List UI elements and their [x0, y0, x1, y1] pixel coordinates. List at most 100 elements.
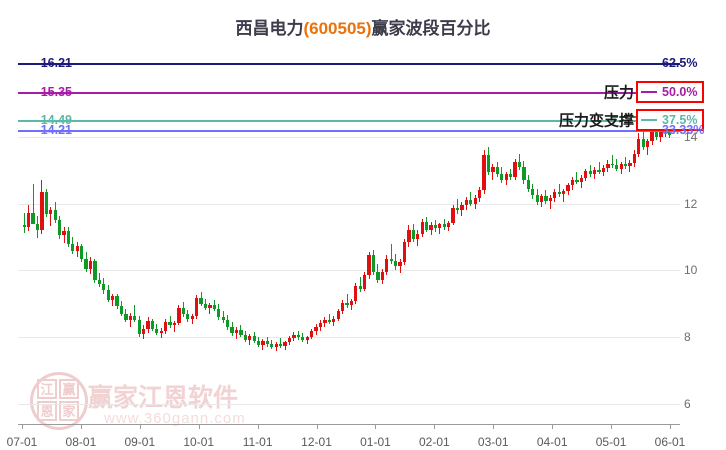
- x-axis-tick: [434, 424, 436, 429]
- chart-title: 西昌电力(600505)赢家波段百分比: [0, 14, 726, 39]
- candle-body: [597, 169, 601, 172]
- candle-body: [57, 220, 62, 236]
- candle-wick: [439, 222, 441, 235]
- candle-body: [562, 190, 566, 195]
- candle-body: [592, 169, 597, 175]
- x-axis-tick: [316, 424, 318, 429]
- candle-body: [491, 166, 495, 172]
- candle-body: [49, 210, 53, 215]
- candle-body: [478, 190, 482, 198]
- candle-body: [252, 335, 256, 341]
- candle-body: [376, 272, 380, 280]
- candle-body: [88, 261, 93, 269]
- candle-body: [389, 258, 393, 262]
- candle-body: [473, 197, 477, 204]
- candle-body: [332, 318, 336, 323]
- candle-body: [212, 305, 216, 309]
- candle-body: [62, 230, 66, 236]
- candle-wick: [32, 183, 34, 217]
- gann-color-swatch: [641, 90, 657, 93]
- candle-body: [544, 196, 548, 201]
- candle-body: [464, 200, 469, 206]
- candle-body: [588, 170, 592, 175]
- candle-body: [314, 327, 318, 332]
- gann-color-swatch: [641, 119, 657, 122]
- gann-price-label: 15.35: [40, 84, 72, 99]
- gridline: [18, 203, 680, 205]
- candle-body: [35, 223, 40, 230]
- candle-body: [646, 140, 650, 147]
- x-axis-line: [18, 424, 680, 425]
- gann-annotation-label: 压力: [603, 84, 634, 102]
- candle-body: [575, 180, 579, 182]
- candle-body: [411, 230, 415, 239]
- candle-body: [22, 225, 26, 227]
- gann-percent-tag[interactable]: 50.0%: [636, 80, 705, 103]
- candle-wick: [174, 321, 176, 333]
- y-axis-tick-label: 12: [684, 196, 698, 211]
- x-axis-tick-label: 11-01: [242, 435, 273, 449]
- candle-wick: [280, 337, 282, 348]
- candle-wick: [50, 206, 52, 227]
- candle-body: [447, 222, 451, 227]
- candle-wick: [611, 155, 613, 168]
- candle-body: [283, 342, 287, 346]
- candle-body: [305, 337, 309, 340]
- candle-body: [234, 329, 239, 334]
- candle-body: [482, 155, 486, 191]
- gann-price-label: 16.21: [40, 56, 72, 71]
- candle-body: [371, 255, 376, 273]
- x-axis-tick-label: 12-01: [301, 435, 332, 449]
- candle-body: [394, 261, 398, 267]
- candle-body: [460, 205, 464, 211]
- candle-body: [429, 225, 433, 230]
- candle-body: [155, 328, 159, 334]
- x-axis-tick: [552, 424, 554, 429]
- candle-body: [248, 335, 252, 340]
- candle-body: [553, 191, 557, 198]
- gann-percent-tag[interactable]: 37.5%: [636, 109, 705, 132]
- candle-body: [97, 280, 101, 285]
- candle-wick: [457, 198, 459, 214]
- candle-body: [323, 319, 327, 324]
- candle-wick: [625, 156, 627, 169]
- candle-body: [119, 306, 124, 314]
- candle-body: [513, 161, 517, 177]
- candle-body: [279, 343, 283, 346]
- candle-body: [164, 322, 168, 331]
- candle-wick: [23, 212, 25, 233]
- gridline: [18, 270, 680, 272]
- candle-body: [367, 255, 371, 276]
- candle-body: [584, 170, 588, 178]
- candle-body: [522, 166, 526, 181]
- candle-wick: [616, 158, 618, 171]
- candle-body: [517, 161, 522, 167]
- candle-body: [106, 289, 110, 300]
- candle-body: [623, 164, 628, 167]
- candle-body: [650, 131, 654, 141]
- candle-body: [641, 138, 645, 147]
- gann-line: [18, 91, 680, 94]
- candle-body: [526, 180, 530, 189]
- y-axis-tick-label: 6: [684, 396, 691, 411]
- candle-body: [628, 162, 632, 167]
- chart-title-indicator: 赢家波段百分比: [371, 19, 491, 38]
- candle-wick: [134, 305, 136, 323]
- candle-body: [424, 221, 429, 230]
- candle-wick: [492, 163, 494, 181]
- x-axis-tick-label: 04-01: [536, 435, 568, 449]
- candle-body: [380, 272, 384, 280]
- candle-body: [606, 163, 610, 168]
- candle-body: [531, 188, 535, 196]
- candle-body: [398, 262, 402, 267]
- candle-body: [345, 303, 349, 306]
- plot-area[interactable]: 07-01 08-01 09-01 10-01 11-01 12-01 01-01 02-01…: [0, 40, 685, 449]
- y-axis-tick-label: 10: [684, 263, 698, 278]
- candle-body: [225, 320, 230, 328]
- candle-body: [455, 207, 460, 211]
- candle-body: [654, 131, 659, 137]
- gann-percent-value: 33.33%: [662, 122, 705, 137]
- x-axis-tick-label: 02-01: [419, 435, 450, 449]
- candle-body: [217, 308, 221, 318]
- candle-body: [539, 196, 544, 202]
